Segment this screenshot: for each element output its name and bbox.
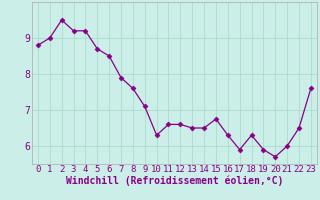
X-axis label: Windchill (Refroidissement éolien,°C): Windchill (Refroidissement éolien,°C) bbox=[66, 176, 283, 186]
